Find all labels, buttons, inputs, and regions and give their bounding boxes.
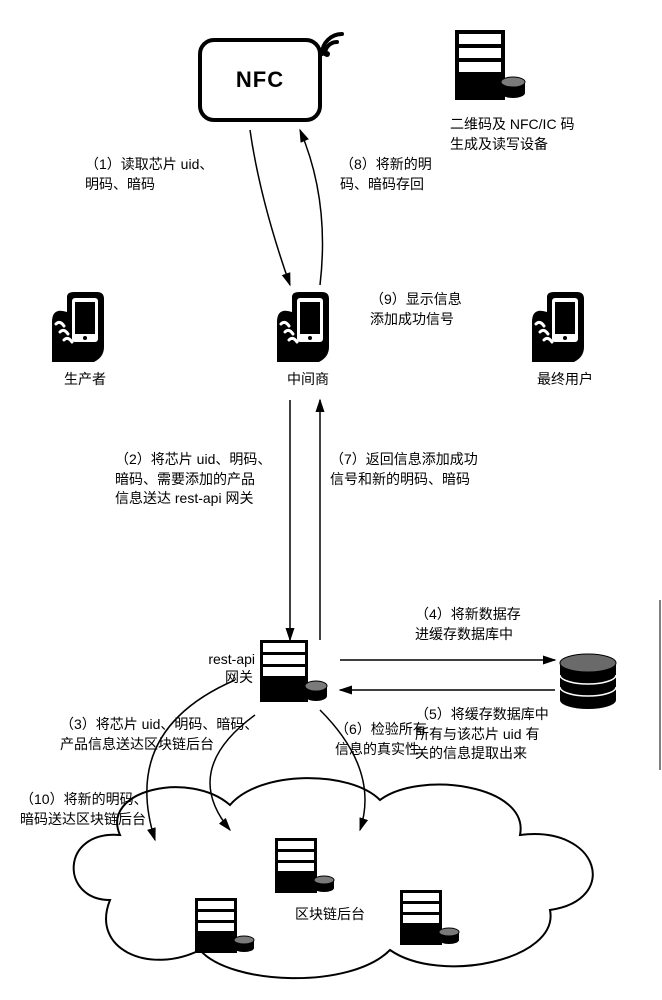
arrow-10 — [147, 680, 235, 840]
step-10-text: （10）将新的明码、 暗码送达区块链后台 — [20, 790, 148, 829]
step-5-text: （5）将缓存数据库中 所有与该芯片 uid 有 关的信息提取出来 — [415, 705, 549, 764]
step-6-text: （6）检验所有 信息的真实性 — [335, 720, 427, 759]
cloud-outline — [74, 778, 593, 978]
restapi-server-icon — [260, 640, 327, 702]
restapi-label-2: 网关 — [225, 668, 253, 688]
qrcode-device-label-2: 生成及读写设备 — [450, 135, 548, 155]
cache-db-icon — [560, 654, 616, 709]
blockchain-server-1-icon — [275, 838, 334, 893]
producer-phone-icon — [52, 292, 104, 362]
blockchain-server-2-icon — [195, 898, 254, 953]
enduser-phone-icon — [532, 292, 584, 362]
step-3-text: （3）将芯片 uid、明码、暗码、 产品信息送达区块链后台 — [60, 715, 258, 754]
nfc-tag-label: NFC — [200, 40, 320, 120]
nfc-waves-icon — [322, 34, 342, 57]
step-8-text: （8）将新的明 码、暗码存回 — [340, 155, 432, 194]
middle-label: 中间商 — [278, 370, 338, 390]
step-2-text: （2）将芯片 uid、明码、 暗码、需要添加的产品 信息送达 rest-api … — [115, 450, 271, 509]
restapi-label-1: rest-api — [205, 650, 255, 670]
producer-label: 生产者 — [55, 370, 115, 390]
arrow-8 — [300, 130, 323, 285]
enduser-label: 最终用户 — [525, 370, 605, 390]
step-7-text: （7）返回信息添加成功 信号和新的明码、暗码 — [330, 450, 478, 489]
qrcode-device-label-1: 二维码及 NFC/IC 码 — [450, 115, 574, 135]
blockchain-label: 区块链后台 — [280, 905, 380, 925]
diagram-canvas — [0, 0, 662, 1000]
qrcode-server-icon — [455, 30, 525, 100]
step-9-text: （9）显示信息 添加成功信号 — [370, 290, 462, 329]
middle-phone-icon — [277, 292, 329, 362]
arrow-1 — [250, 130, 290, 285]
step-1-text: （1）读取芯片 uid、 明码、暗码 — [85, 155, 213, 194]
blockchain-server-3-icon — [400, 890, 459, 945]
step-4-text: （4）将新数据存 进缓存数据库中 — [415, 605, 521, 644]
